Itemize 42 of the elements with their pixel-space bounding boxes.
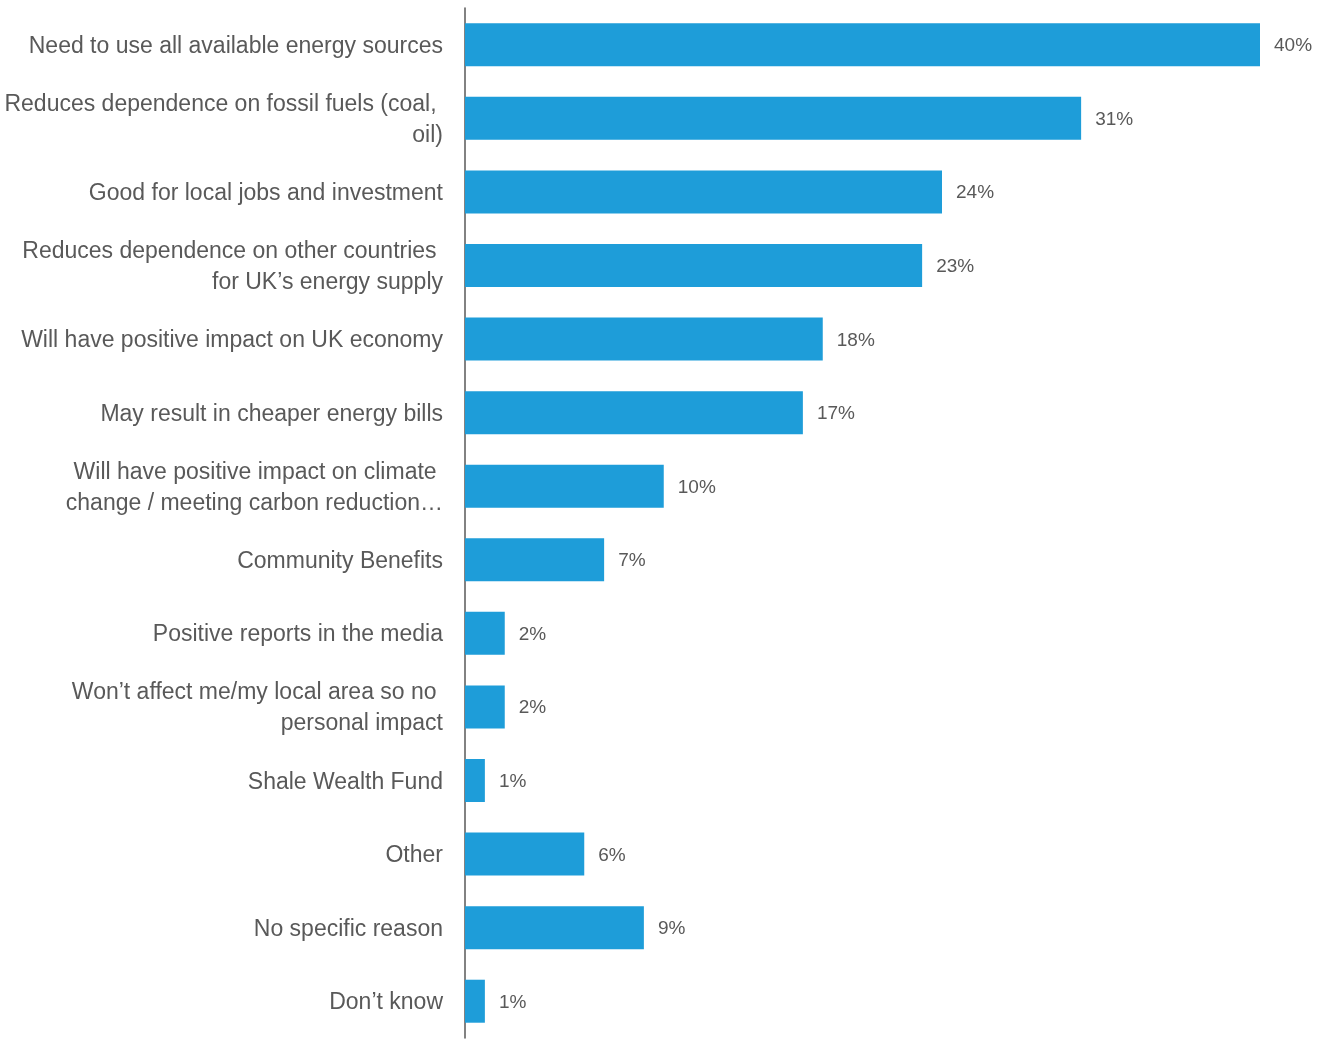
y-tick-label: Shale Wealth Fund <box>247 767 443 794</box>
bar <box>465 685 505 729</box>
y-tick-label: Need to use all available energy sources <box>28 31 443 58</box>
y-tick-label: May result in cheaper energy bills <box>100 399 443 426</box>
y-tick-label: Other <box>385 841 444 868</box>
bar <box>465 611 505 655</box>
data-label: 1% <box>498 770 527 791</box>
data-label: 10% <box>677 475 716 497</box>
bar <box>465 96 1082 140</box>
bar <box>465 538 605 582</box>
data-label: 2% <box>518 696 547 718</box>
data-label: 23% <box>936 255 975 276</box>
bar <box>465 317 823 361</box>
bar <box>465 23 1260 67</box>
y-tick-label: Good for local jobs and investment <box>88 178 444 205</box>
data-label: 9% <box>657 917 686 939</box>
bar <box>465 906 644 950</box>
bar <box>465 464 664 508</box>
y-tick-label: No specific reason <box>253 914 443 941</box>
data-label: 1% <box>498 990 527 1012</box>
data-label: 2% <box>518 622 547 644</box>
bar <box>465 979 485 1023</box>
data-label: 40% <box>1274 34 1313 56</box>
y-tick-label: Will have positive impact on climate change / meeting carbon reduction… <box>65 457 443 515</box>
data-label: 6% <box>598 843 626 865</box>
bar <box>465 391 803 435</box>
y-tick-label: Reduces dependence on fossil fuels (coal, oil) <box>4 89 443 147</box>
y-tick-label: Community Benefits <box>237 546 443 573</box>
bar <box>465 832 585 876</box>
y-tick-label: Reduces dependence on other countries for UK’s energy supply <box>22 237 444 294</box>
data-label: 31% <box>1095 107 1134 129</box>
data-label: 7% <box>618 549 646 571</box>
bar <box>465 759 485 802</box>
bar <box>465 170 942 214</box>
data-label: 17% <box>816 402 856 424</box>
y-tick-label: Won’t affect me/my local area so no personal impact <box>71 678 444 736</box>
y-tick-label: Don’t know <box>329 988 444 1015</box>
y-tick-label: Will have positive impact on UK economy <box>21 326 444 353</box>
y-tick-label: Positive reports in the media <box>152 620 444 647</box>
bar <box>465 244 923 287</box>
data-label: 18% <box>836 328 875 350</box>
data-label: 24% <box>956 181 995 203</box>
